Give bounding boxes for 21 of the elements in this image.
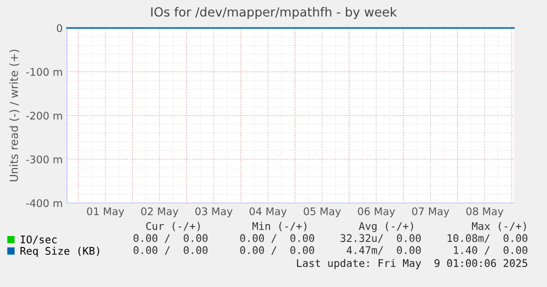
x-tick-label: 08 May: [466, 207, 504, 218]
y-tick-label: -200 m: [26, 112, 62, 120]
x-tick-label: 05 May: [304, 207, 341, 218]
chart-title: IOs for /dev/mapper/mpathfh - by week: [151, 6, 397, 20]
text: 0.00 / 0.00 0.00 / 0.00 4.47m/ 0.00 1.40 / 0.00: [134, 246, 528, 255]
legend-label: IO/sec: [20, 236, 57, 244]
text: Last update: Fri May 9 01:00:06 2025: [297, 258, 528, 270]
y-tick-label: -100 m: [26, 68, 62, 76]
text: 0.00 / 0.00 0.00 / 0.00 32.32u/ 0.00 10.08m/ 0.00: [134, 234, 528, 243]
y-tick-label: 0: [56, 24, 62, 32]
y-tick-label: -400 m: [26, 199, 62, 208]
x-tick-label: 06 May: [358, 207, 396, 218]
x-tick-label: 01 May: [87, 207, 124, 218]
y-axis-title: Units read (-) / write (+): [9, 50, 20, 182]
x-tick-label: 04 May: [250, 207, 287, 218]
x-tick-label: 02 May: [141, 207, 178, 218]
x-tick-label: 03 May: [195, 207, 232, 218]
y-tick-label: -300 m: [26, 155, 62, 164]
legend-label: Req Size (KB): [20, 246, 100, 257]
text: Cur (-/+) Min (-/+) Avg (-/+) Max (-/+): [146, 222, 526, 232]
x-tick-label: 07 May: [412, 207, 450, 218]
